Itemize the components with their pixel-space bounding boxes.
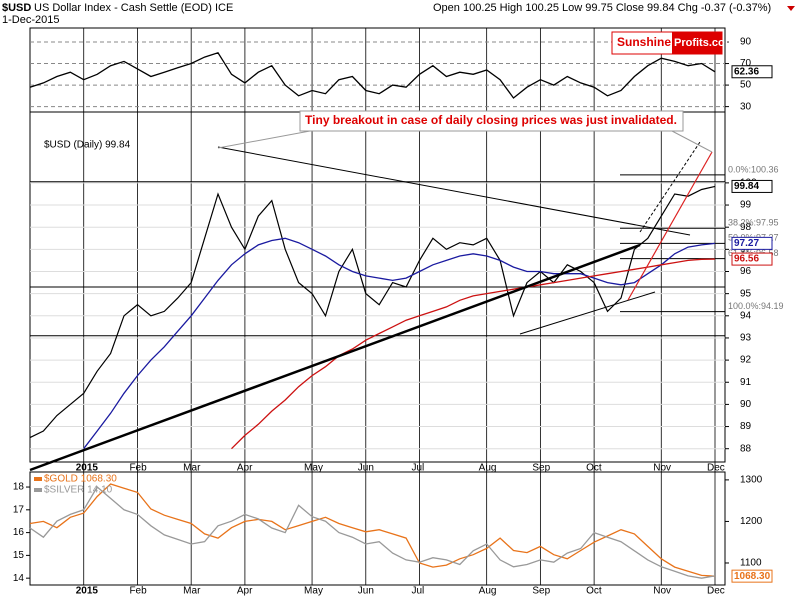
trendline bbox=[217, 146, 691, 236]
last-value-label: 99.84 bbox=[734, 181, 759, 192]
logo-fill bbox=[672, 32, 722, 54]
y-tick-label: 99 bbox=[740, 200, 752, 211]
x-tick-label: Aug bbox=[479, 463, 497, 474]
x-tick-label: Oct bbox=[586, 586, 602, 597]
y-tick-label: 14 bbox=[13, 573, 25, 584]
x-tick-label: Jul bbox=[412, 586, 425, 597]
x-tick-label: 2015 bbox=[76, 586, 99, 597]
last-value-box bbox=[731, 236, 773, 250]
x-tick-label: Nov bbox=[653, 463, 671, 474]
down-arrow bbox=[787, 6, 795, 11]
series-line bbox=[231, 258, 716, 450]
y-tick-label: 96 bbox=[740, 266, 752, 277]
x-tick-label: Aug bbox=[479, 586, 497, 597]
legend-entry: $SILVER 14.10 bbox=[44, 485, 113, 496]
y-tick-label: 17 bbox=[13, 504, 25, 515]
y2-tick-label: 1300 bbox=[740, 475, 763, 486]
x-tick-label: Sep bbox=[532, 463, 550, 474]
y-tick-label: 91 bbox=[740, 377, 752, 388]
last-value-box bbox=[731, 569, 773, 583]
x-tick-label: Apr bbox=[237, 463, 253, 474]
x-tick-label: May bbox=[304, 463, 323, 474]
callout bbox=[671, 130, 713, 153]
y-tick-label: 90 bbox=[740, 37, 752, 48]
series-line bbox=[29, 185, 716, 439]
trendline bbox=[627, 151, 713, 301]
legend-swatch bbox=[34, 477, 42, 481]
last-value-label: 97.27 bbox=[734, 238, 759, 249]
y-tick-label: 16 bbox=[13, 527, 25, 538]
y-tick-label: 90 bbox=[740, 399, 752, 410]
date: 1-Dec-2015 bbox=[2, 14, 59, 26]
fib-label: 100.0%:94.19 bbox=[728, 301, 784, 311]
y-tick-label: 98 bbox=[740, 222, 752, 233]
y-tick-label: 15 bbox=[13, 550, 25, 561]
legend-title: $USD (Daily) 99.84 bbox=[44, 140, 131, 151]
trendline bbox=[29, 243, 641, 472]
y-tick-label: 50 bbox=[740, 80, 752, 91]
callout bbox=[217, 130, 311, 149]
series-line bbox=[83, 237, 716, 450]
x-tick-label: Sep bbox=[532, 586, 550, 597]
series-line bbox=[29, 52, 716, 99]
y-tick-label: 30 bbox=[740, 101, 752, 112]
x-tick-label: Jun bbox=[358, 586, 374, 597]
y-tick-label: 70 bbox=[740, 58, 752, 69]
y-tick-label: 93 bbox=[740, 333, 752, 344]
trendline bbox=[519, 291, 656, 335]
last-value-label: 96.56 bbox=[734, 254, 759, 265]
instrument-name: US Dollar Index - Cash Settle (EOD) ICE bbox=[34, 2, 233, 14]
x-tick-label: Jul bbox=[412, 463, 425, 474]
x-tick-label: 2015 bbox=[76, 463, 99, 474]
last-value-box bbox=[731, 65, 773, 79]
x-tick-label: Feb bbox=[129, 586, 147, 597]
quote: Open 100.25 High 100.25 Low 99.75 Close … bbox=[433, 2, 771, 14]
logo-part2: Profits.com bbox=[674, 37, 735, 49]
y2-tick-label: 1200 bbox=[740, 516, 763, 527]
last-value-label: 62.36 bbox=[734, 66, 759, 77]
legend-entry: $GOLD 1068.30 bbox=[44, 474, 117, 485]
annotation-box bbox=[299, 110, 684, 132]
fib-label: 0.0%:100.36 bbox=[728, 164, 779, 174]
x-tick-label: Dec bbox=[707, 463, 725, 474]
fib-label: 38.2%:97.95 bbox=[728, 218, 779, 228]
x-tick-label: Mar bbox=[183, 463, 201, 474]
x-tick-label: May bbox=[304, 586, 323, 597]
logo-part1: Sunshine bbox=[617, 35, 671, 49]
trendline bbox=[639, 141, 701, 233]
last-value-box bbox=[731, 252, 773, 266]
legend-swatch bbox=[34, 488, 42, 492]
x-tick-label: Oct bbox=[586, 463, 602, 474]
x-tick-label: Mar bbox=[183, 586, 201, 597]
y-tick-label: 92 bbox=[740, 355, 752, 366]
x-tick-label: Apr bbox=[237, 586, 253, 597]
annotation: Tiny breakout in case of daily closing p… bbox=[305, 113, 677, 127]
y-tick-label: 89 bbox=[740, 421, 752, 432]
series-line bbox=[29, 483, 716, 577]
series-line bbox=[29, 486, 716, 579]
y-tick-label: 18 bbox=[13, 482, 25, 493]
last-value-box bbox=[731, 179, 773, 193]
y-tick-label: 95 bbox=[740, 288, 752, 299]
symbol: $USD bbox=[2, 2, 31, 14]
y-tick-label: 94 bbox=[740, 310, 752, 321]
x-tick-label: Jun bbox=[358, 463, 374, 474]
x-tick-label: Feb bbox=[129, 463, 147, 474]
y-tick-label: 88 bbox=[740, 443, 752, 454]
last-value-label: 1068.30 bbox=[734, 571, 771, 582]
x-tick-label: Dec bbox=[707, 586, 725, 597]
x-tick-label: Nov bbox=[653, 586, 671, 597]
y2-tick-label: 1100 bbox=[740, 558, 762, 569]
